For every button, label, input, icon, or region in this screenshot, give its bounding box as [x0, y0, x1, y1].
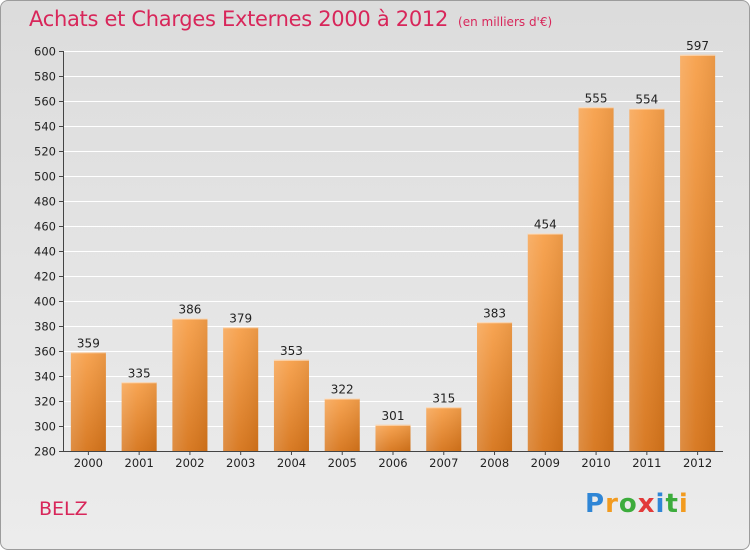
grid-lines	[63, 51, 723, 452]
y-tick-label: 420	[34, 270, 56, 284]
logo-letter: i	[678, 489, 689, 519]
bar-shine-2011	[629, 108, 665, 451]
value-label-2004: 353	[280, 344, 303, 358]
bar-shine-2001	[121, 382, 157, 451]
bar-shine-2009	[527, 233, 563, 451]
x-tick-label-2008: 2008	[480, 456, 509, 470]
y-tick-label: 360	[34, 345, 56, 359]
x-tick-label-2001: 2001	[125, 456, 154, 470]
y-tick-label: 600	[34, 45, 56, 59]
logo-letter: r	[605, 489, 619, 519]
y-tick-label: 400	[34, 295, 56, 309]
value-label-2006: 301	[382, 409, 405, 423]
value-label-2012: 597	[686, 39, 709, 53]
bar-shine-2010	[578, 107, 614, 451]
value-label-2009: 454	[534, 218, 557, 232]
bar-shine-2004	[273, 359, 309, 451]
chart-title-text: Achats et Charges Externes 2000 à 2012	[29, 7, 449, 31]
x-tick-label-2002: 2002	[175, 456, 204, 470]
y-tick-label: 540	[34, 120, 56, 134]
y-tick-label: 500	[34, 170, 56, 184]
bar-shine-2006	[375, 424, 411, 451]
y-tick-label: 320	[34, 395, 56, 409]
y-tick-label: 460	[34, 220, 56, 234]
chart-title: Achats et Charges Externes 2000 à 2012 (e…	[29, 7, 552, 31]
value-label-2007: 315	[432, 391, 455, 405]
chart-unit: (en milliers d'€)	[458, 15, 553, 29]
y-tick-label: 340	[34, 370, 56, 384]
bar-shine-2012	[680, 54, 716, 451]
x-tick-label-2011: 2011	[632, 456, 661, 470]
bar-shine-2003	[223, 327, 259, 451]
logo-letter: P	[585, 489, 606, 519]
value-label-2005: 322	[331, 383, 354, 397]
y-tick-label: 560	[34, 95, 56, 109]
bar-shine-2007	[426, 407, 462, 451]
y-tick-label: 480	[34, 195, 56, 209]
bars	[70, 54, 716, 451]
x-tick-label-2010: 2010	[581, 456, 610, 470]
y-tick-label: 520	[34, 145, 56, 159]
value-label-2003: 379	[229, 311, 252, 325]
y-tick-label: 300	[34, 420, 56, 434]
x-tick-label-2006: 2006	[378, 456, 407, 470]
bar-shine-2000	[70, 352, 106, 451]
proxiti-logo[interactable]: Proxiti	[585, 489, 689, 519]
x-tick-label-2007: 2007	[429, 456, 458, 470]
x-tick-label-2000: 2000	[74, 456, 103, 470]
axes	[59, 51, 723, 455]
x-tick-label-2003: 2003	[226, 456, 255, 470]
value-label-2002: 386	[178, 303, 201, 317]
x-tick-label-2012: 2012	[683, 456, 712, 470]
x-tick-label-2004: 2004	[277, 456, 306, 470]
x-tick-label-2005: 2005	[328, 456, 357, 470]
value-label-2010: 555	[585, 91, 608, 105]
x-tick-label-2009: 2009	[531, 456, 560, 470]
city-name: BELZ	[39, 498, 88, 520]
y-tick-label: 580	[34, 70, 56, 84]
bar-shine-2002	[172, 318, 208, 451]
logo-letter: x	[637, 489, 656, 519]
logo-letter: t	[665, 489, 679, 519]
bar-shine-2005	[324, 398, 360, 451]
value-label-2000: 359	[77, 336, 100, 350]
value-label-2001: 335	[128, 366, 151, 380]
labels: 280 300 320 340 360 380 400 420 440 460 480 500 520 5…	[34, 39, 712, 470]
bar-shine-2008	[477, 322, 513, 451]
y-tick-label: 380	[34, 320, 56, 334]
logo-letter: o	[618, 489, 638, 519]
value-label-2011: 554	[635, 93, 658, 107]
logo-letter: i	[655, 489, 666, 519]
value-label-2008: 383	[483, 306, 506, 320]
y-tick-label: 280	[34, 445, 56, 459]
y-tick-label: 440	[34, 245, 56, 259]
